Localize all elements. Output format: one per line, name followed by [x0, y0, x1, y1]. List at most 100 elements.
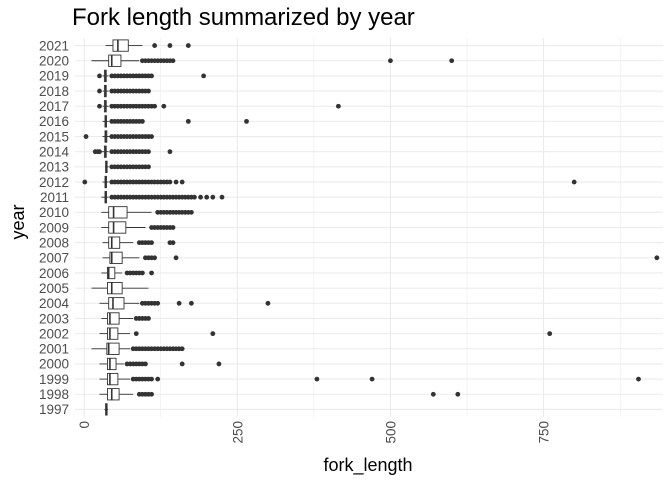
outlier-point	[97, 73, 102, 79]
outlier-point	[179, 361, 185, 367]
outlier-point	[430, 391, 436, 397]
box-2021	[105, 39, 191, 52]
outlier-point	[149, 391, 154, 397]
outlier-point	[547, 331, 553, 337]
y-tick-label: 1998	[39, 387, 69, 402]
y-tick-label: 2005	[39, 281, 69, 296]
box-2005	[91, 282, 149, 295]
y-axis-title: year	[8, 204, 28, 239]
outlier-point	[146, 164, 151, 170]
y-tick-label: 2016	[39, 114, 69, 129]
y-tick-label: 2020	[39, 54, 69, 69]
outlier-point	[201, 73, 207, 79]
box-2019	[97, 69, 207, 83]
box-2017	[97, 100, 341, 113]
boxplot-marks	[82, 39, 660, 416]
outlier-point	[152, 255, 158, 261]
box-2011	[101, 191, 225, 204]
outlier-point	[192, 194, 197, 200]
box-2006	[101, 266, 154, 280]
y-tick-label: 2010	[39, 205, 69, 220]
outlier-point	[388, 58, 393, 64]
outlier-point	[449, 58, 455, 64]
y-tick-label: 2008	[39, 235, 69, 250]
y-tick-label: 2009	[39, 220, 69, 235]
outlier-point	[146, 316, 151, 321]
box-2014	[92, 145, 173, 158]
y-tick-label: 2017	[39, 99, 69, 114]
x-tick-label: 500	[383, 421, 398, 444]
y-tick-label: 2021	[39, 38, 69, 53]
box-iqr	[107, 312, 120, 325]
box-2018	[97, 84, 151, 98]
outlier-point	[97, 88, 102, 94]
outlier-point	[314, 376, 320, 382]
x-tick-label: 750	[537, 421, 552, 444]
box-iqr	[109, 251, 123, 264]
y-tick-label: 1997	[39, 402, 69, 417]
outlier-point	[161, 103, 167, 109]
y-tick-label: 2013	[39, 160, 69, 175]
outlier-point	[188, 209, 194, 215]
box-2013	[105, 160, 151, 173]
box-2003	[101, 312, 151, 325]
chart-title: Fork length summarized by year	[72, 4, 415, 31]
outlier-point	[185, 43, 191, 48]
y-tick-label: 2000	[39, 357, 69, 372]
outlier-point	[149, 240, 154, 246]
outlier-point	[210, 331, 216, 337]
outlier-point	[152, 103, 158, 109]
outlier-point	[167, 43, 173, 48]
y-tick-labels: 1997199819992000200120022003200420052006…	[39, 38, 70, 417]
outlier-point	[149, 270, 154, 276]
y-tick-label: 2018	[39, 84, 69, 99]
y-tick-label: 1999	[39, 372, 69, 387]
outlier-point	[146, 149, 151, 155]
outlier-point	[216, 361, 222, 367]
outlier-point	[149, 376, 154, 382]
outlier-point	[188, 300, 194, 306]
outlier-point	[146, 88, 151, 94]
outlier-point	[176, 300, 182, 306]
box-2001	[91, 342, 185, 355]
y-tick-label: 2007	[39, 251, 69, 266]
outlier-point	[179, 179, 185, 185]
outlier-point	[139, 270, 145, 276]
outlier-point	[369, 376, 375, 382]
box-iqr	[108, 54, 122, 67]
box-2008	[102, 236, 176, 249]
outlier-point	[170, 225, 176, 230]
y-tick-label: 2019	[39, 69, 69, 84]
box-iqr	[108, 236, 121, 249]
outlier-point	[179, 346, 185, 352]
outlier-point	[97, 103, 102, 109]
x-tick-label: 0	[77, 421, 92, 429]
outlier-point	[265, 300, 271, 306]
box-2012	[82, 175, 577, 189]
outlier-point	[149, 73, 154, 79]
outlier-point	[170, 240, 176, 246]
outlier-point	[198, 194, 203, 200]
y-tick-label: 2002	[39, 326, 69, 341]
outlier-point	[455, 391, 461, 397]
outlier-point	[155, 300, 161, 306]
box-iqr	[107, 388, 120, 401]
box-iqr	[108, 297, 125, 310]
box-iqr	[112, 39, 129, 52]
outlier-point	[204, 194, 210, 200]
box-2002	[99, 327, 553, 340]
y-tick-label: 2014	[39, 145, 70, 160]
box-iqr	[108, 221, 127, 234]
outlier-point	[170, 58, 176, 64]
box-2020	[91, 54, 455, 67]
outlier-point	[571, 179, 577, 185]
outlier-point	[335, 103, 341, 109]
y-tick-label: 2015	[39, 129, 69, 144]
y-tick-label: 2012	[39, 175, 69, 190]
outlier-point	[167, 149, 173, 155]
outlier-point	[155, 376, 161, 382]
x-tick-labels: 0 250 500 750	[77, 421, 551, 444]
outlier-point	[244, 118, 249, 124]
grid-lines	[75, 38, 663, 417]
x-tick-label: 250	[230, 421, 245, 444]
